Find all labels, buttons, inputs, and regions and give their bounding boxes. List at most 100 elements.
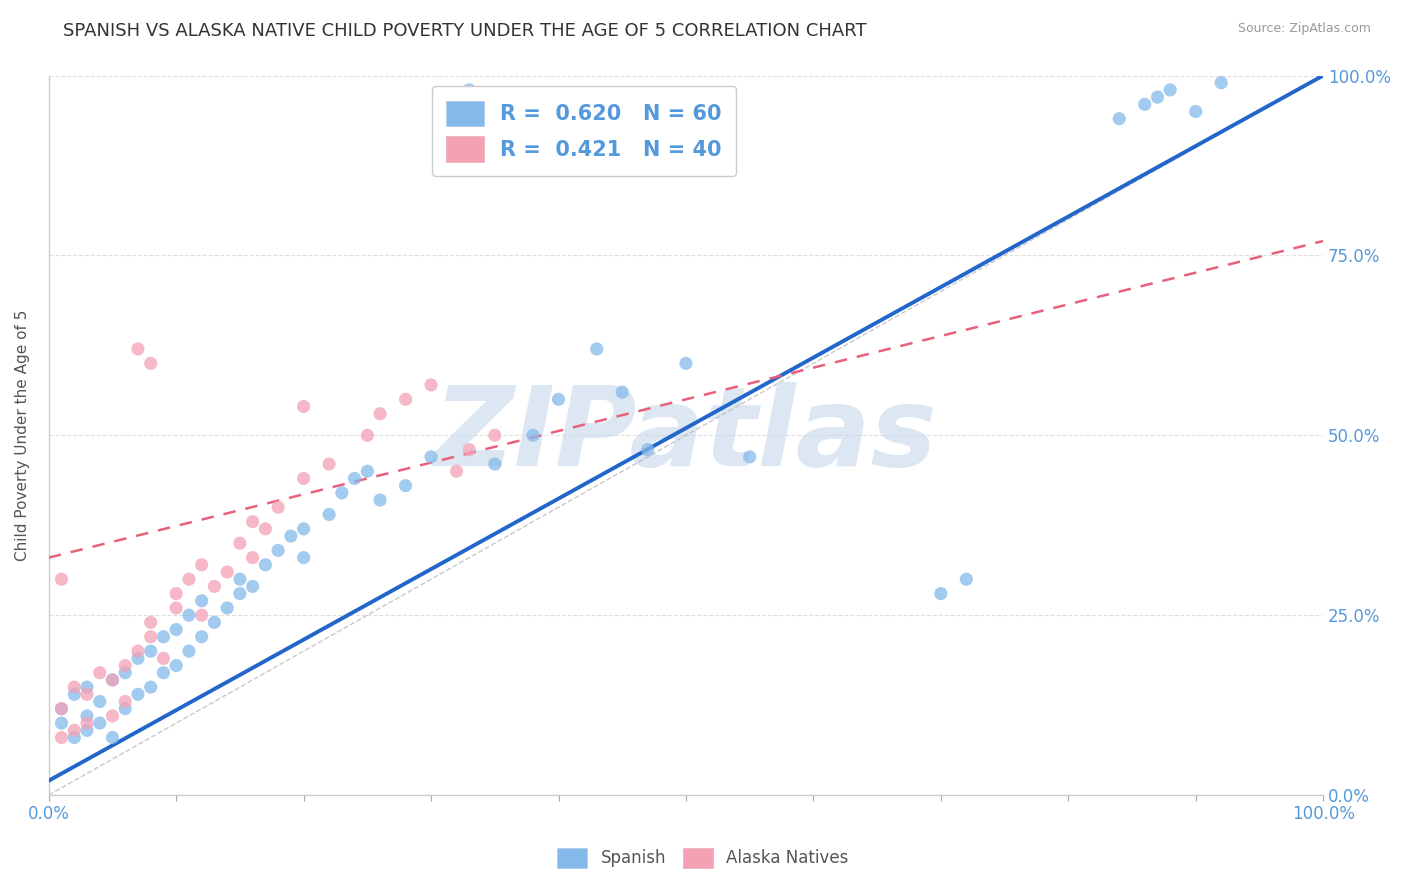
Point [318, 457, 340, 471]
Point [356, 428, 378, 442]
Point [1211, 76, 1233, 90]
Point [356, 464, 378, 478]
Point [177, 572, 200, 586]
Point [318, 508, 340, 522]
Point [267, 543, 290, 558]
Point [139, 644, 162, 658]
Point [51, 572, 73, 586]
Point [484, 428, 506, 442]
Point [242, 515, 264, 529]
Point [292, 550, 315, 565]
Point [76, 716, 98, 731]
Point [292, 471, 315, 485]
Point [254, 558, 277, 572]
Point [292, 522, 315, 536]
Point [637, 442, 659, 457]
Point [394, 392, 416, 407]
Point [114, 665, 136, 680]
Point [254, 522, 277, 536]
Point [63, 680, 86, 694]
Point [114, 658, 136, 673]
Point [1133, 97, 1156, 112]
Point [101, 731, 124, 745]
Point [139, 356, 162, 370]
Point [585, 342, 607, 356]
Point [343, 471, 366, 485]
Point [292, 400, 315, 414]
Point [547, 392, 569, 407]
Point [51, 731, 73, 745]
Point [394, 478, 416, 492]
Point [471, 90, 494, 104]
Point [242, 550, 264, 565]
Point [522, 428, 544, 442]
Text: Source: ZipAtlas.com: Source: ZipAtlas.com [1237, 22, 1371, 36]
Point [190, 608, 212, 623]
Point [242, 579, 264, 593]
Point [190, 594, 212, 608]
Point [446, 464, 468, 478]
Point [217, 565, 239, 579]
Point [127, 651, 149, 665]
Point [1184, 104, 1206, 119]
Point [484, 457, 506, 471]
Y-axis label: Child Poverty Under the Age of 5: Child Poverty Under the Age of 5 [15, 310, 30, 561]
Point [101, 673, 124, 687]
Point [420, 378, 443, 392]
Point [458, 83, 481, 97]
Point [76, 687, 98, 701]
Point [165, 658, 187, 673]
Point [127, 644, 149, 658]
Point [63, 687, 86, 701]
Point [114, 702, 136, 716]
Text: ZIPatlas: ZIPatlas [434, 382, 938, 489]
Point [89, 716, 111, 731]
Point [955, 572, 977, 586]
Point [1159, 83, 1181, 97]
Point [101, 709, 124, 723]
Point [1146, 90, 1168, 104]
Point [165, 586, 187, 600]
Point [190, 630, 212, 644]
Point [139, 680, 162, 694]
Point [177, 644, 200, 658]
Point [101, 673, 124, 687]
Point [229, 586, 252, 600]
Point [420, 450, 443, 464]
Text: SPANISH VS ALASKA NATIVE CHILD POVERTY UNDER THE AGE OF 5 CORRELATION CHART: SPANISH VS ALASKA NATIVE CHILD POVERTY U… [63, 22, 868, 40]
Point [63, 731, 86, 745]
Point [152, 630, 174, 644]
Point [217, 601, 239, 615]
Point [165, 601, 187, 615]
Point [368, 407, 391, 421]
Point [63, 723, 86, 738]
Point [229, 572, 252, 586]
Point [229, 536, 252, 550]
Point [738, 450, 761, 464]
Point [51, 702, 73, 716]
Point [51, 716, 73, 731]
Point [612, 385, 634, 400]
Point [330, 486, 353, 500]
Point [89, 665, 111, 680]
Point [929, 586, 952, 600]
Point [114, 694, 136, 708]
Point [1108, 112, 1130, 126]
Point [76, 680, 98, 694]
Point [127, 687, 149, 701]
Point [51, 702, 73, 716]
Point [368, 493, 391, 508]
Point [165, 623, 187, 637]
Point [267, 500, 290, 515]
Point [76, 723, 98, 738]
Point [139, 630, 162, 644]
Point [89, 694, 111, 708]
Point [204, 579, 226, 593]
Legend: Spanish, Alaska Natives: Spanish, Alaska Natives [551, 841, 855, 875]
Point [139, 615, 162, 630]
Point [458, 442, 481, 457]
Point [204, 615, 226, 630]
Point [127, 342, 149, 356]
Point [152, 665, 174, 680]
Point [76, 709, 98, 723]
